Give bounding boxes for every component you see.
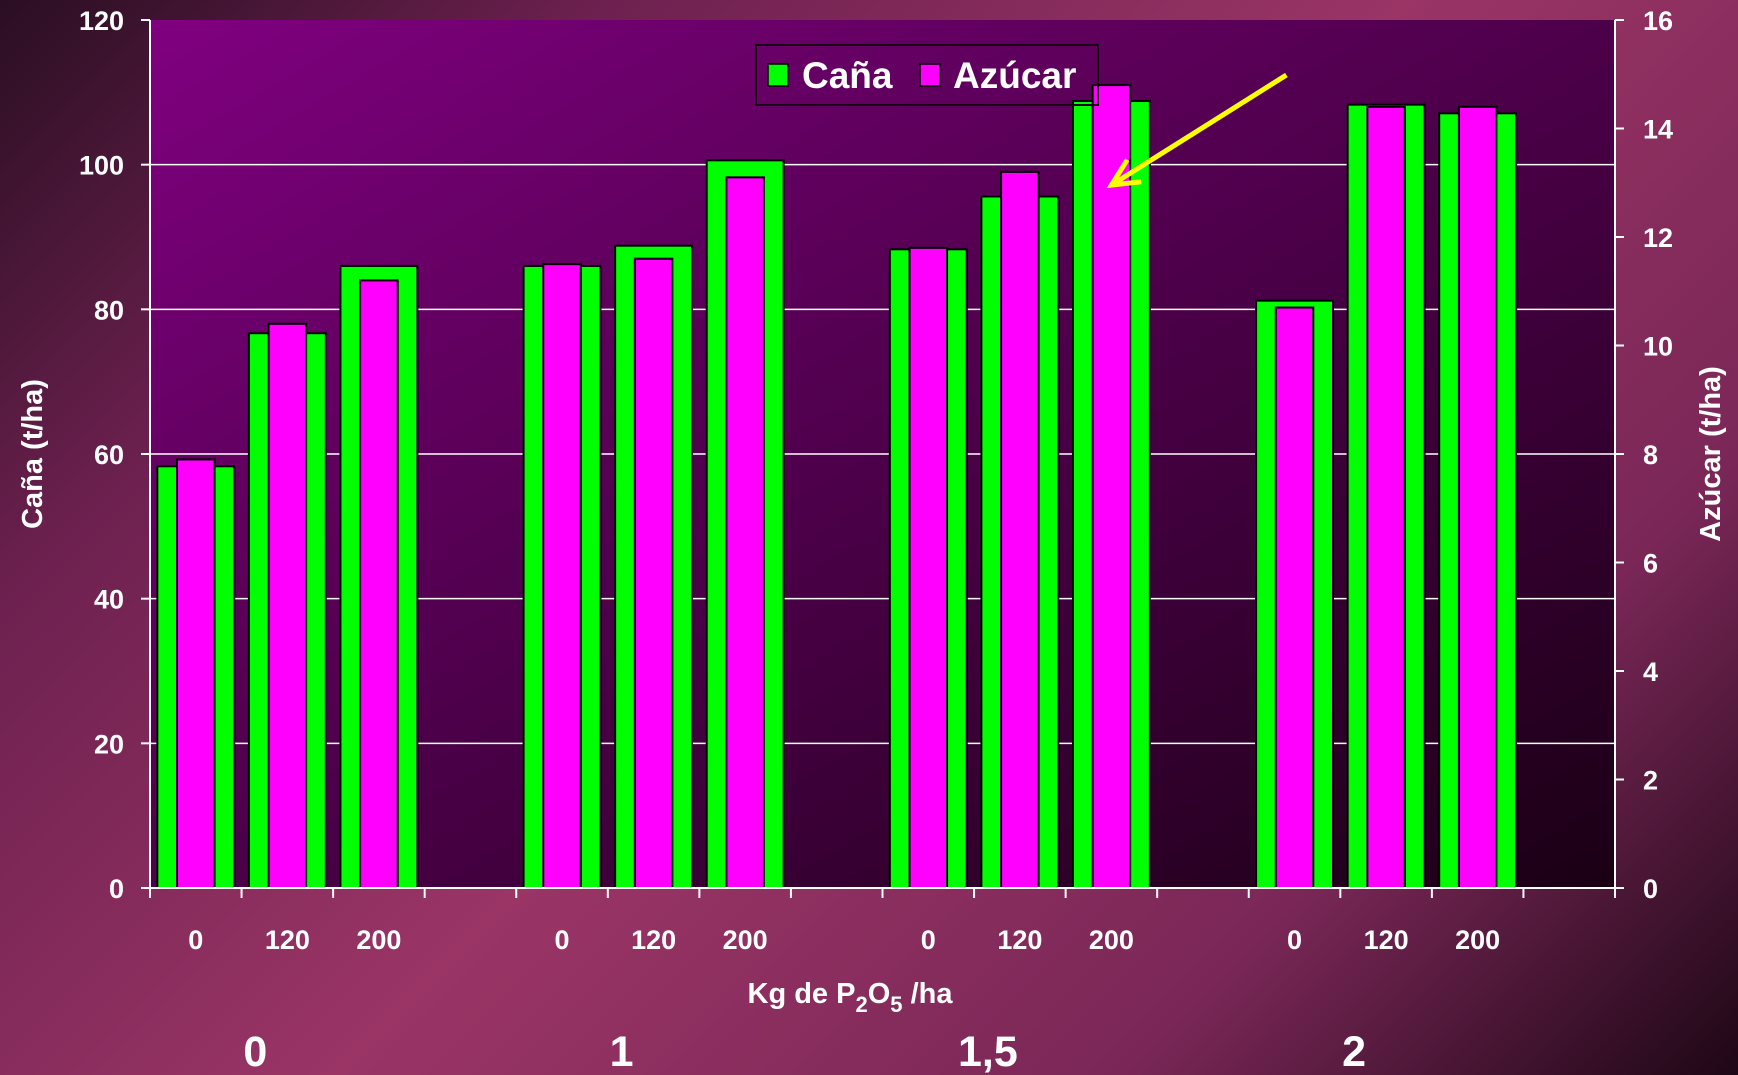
legend-label-cana: Caña (802, 55, 893, 96)
bar-azucar (633, 257, 674, 889)
y-left-tick-label: 20 (94, 729, 124, 759)
arrow-shaft (1110, 72, 1288, 188)
y-right-tick-label: 2 (1643, 766, 1658, 796)
y-left-tick-label: 40 (94, 585, 124, 615)
y-left-tick-label: 60 (94, 440, 124, 470)
bar-azucar (267, 322, 308, 889)
y-left-tick-label: 100 (79, 151, 124, 181)
x-tick-label: 200 (1455, 925, 1500, 955)
x-tick-label: 0 (1287, 925, 1302, 955)
bars (156, 84, 1518, 890)
bar-azucar (908, 246, 949, 890)
group-label: 0 (243, 1028, 267, 1075)
y-right-tick-label: 12 (1643, 223, 1673, 253)
y-right-tick-label: 10 (1643, 332, 1673, 362)
y-left-tick-label: 120 (79, 6, 124, 36)
x-tick-label: 200 (356, 925, 401, 955)
bar-azucar (1000, 170, 1040, 889)
y-left-tick-label: 0 (109, 874, 124, 904)
y-right-tick-label: 16 (1643, 6, 1673, 36)
x-tick-label: 120 (631, 925, 676, 955)
arrow-head (1106, 158, 1142, 189)
legend-swatch-cana (767, 63, 789, 87)
bar-azucar (1274, 306, 1315, 889)
bar-azucar (542, 263, 582, 889)
annotation-arrow (1106, 72, 1288, 189)
y-axis-right-title: Azúcar (t/ha) (1695, 366, 1727, 542)
bar-azucar (1091, 84, 1132, 890)
y-right-tick-label: 4 (1643, 657, 1658, 687)
group-label: 1 (610, 1028, 634, 1075)
x-tick-label: 0 (188, 925, 203, 955)
bar-azucar (1457, 105, 1498, 890)
x-tick-label: 120 (997, 925, 1042, 955)
bar-azucar (1366, 105, 1406, 890)
x-tick-label: 120 (265, 925, 310, 955)
y-right-tick-label: 14 (1643, 115, 1673, 145)
bar-azucar (725, 176, 765, 889)
group-label: 1,5 (958, 1028, 1018, 1075)
y-axis-left-title: Caña (t/ha) (17, 379, 49, 529)
bar-azucar (176, 458, 216, 889)
legend-swatch-azucar (919, 63, 941, 87)
y-right-tick-label: 0 (1643, 874, 1658, 904)
x-tick-label: 200 (723, 925, 768, 955)
legend: Caña Azúcar (755, 44, 1099, 106)
legend-box (755, 44, 1099, 106)
bar-azucar (359, 279, 399, 889)
x-tick-label: 120 (1364, 925, 1409, 955)
y-right-tick-label: 8 (1643, 440, 1658, 470)
group-label: 2 (1342, 1028, 1366, 1075)
x-tick-label: 200 (1089, 925, 1134, 955)
x-tick-label: 0 (555, 925, 570, 955)
x-tick-label: 0 (921, 925, 936, 955)
x-axis-title: Kg de P2O5 /ha (748, 978, 954, 1017)
legend-label-azucar: Azúcar (953, 55, 1076, 96)
y-left-tick-label: 80 (94, 295, 124, 325)
y-right-tick-label: 6 (1643, 549, 1658, 579)
